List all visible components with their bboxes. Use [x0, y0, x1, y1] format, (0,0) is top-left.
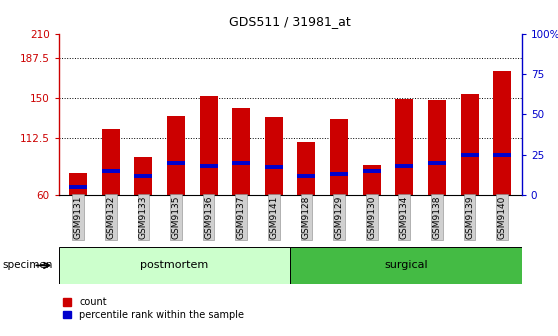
Bar	[396, 99, 413, 195]
Bar	[363, 169, 381, 173]
Text: GSM9132: GSM9132	[106, 196, 116, 239]
Bar	[167, 161, 185, 165]
Bar	[297, 173, 315, 177]
Bar	[59, 247, 290, 284]
Text: GDS511 / 31981_at: GDS511 / 31981_at	[229, 15, 351, 28]
Bar	[102, 129, 120, 195]
Bar	[460, 94, 479, 195]
Bar	[200, 164, 218, 168]
Text: surgical: surgical	[384, 260, 428, 270]
Bar	[428, 100, 446, 195]
Bar	[167, 116, 185, 195]
Bar	[493, 71, 511, 195]
Text: GSM9128: GSM9128	[302, 196, 311, 239]
Bar	[428, 161, 446, 165]
Text: GSM9134: GSM9134	[400, 196, 409, 239]
Bar	[232, 161, 250, 165]
Text: specimen: specimen	[3, 260, 53, 270]
Text: GSM9136: GSM9136	[204, 196, 213, 239]
Bar	[396, 164, 413, 168]
Text: GSM9131: GSM9131	[74, 196, 83, 239]
Text: GSM9133: GSM9133	[139, 196, 148, 239]
Text: GSM9141: GSM9141	[270, 196, 278, 239]
Bar	[265, 118, 283, 195]
Bar	[232, 108, 250, 195]
Text: postmortem: postmortem	[140, 260, 209, 270]
Text: GSM9130: GSM9130	[367, 196, 376, 239]
Bar	[69, 185, 87, 189]
Bar	[493, 153, 511, 157]
Text: GSM9139: GSM9139	[465, 196, 474, 239]
Text: GSM9140: GSM9140	[498, 196, 507, 239]
Bar	[297, 142, 315, 195]
Bar	[69, 173, 87, 195]
Bar	[363, 165, 381, 195]
Text: GSM9138: GSM9138	[432, 196, 441, 239]
Bar	[134, 157, 152, 195]
Bar	[102, 169, 120, 173]
Bar	[290, 247, 522, 284]
Bar	[330, 119, 348, 195]
Text: GSM9135: GSM9135	[171, 196, 180, 239]
Text: GSM9137: GSM9137	[237, 196, 246, 239]
Bar	[265, 165, 283, 169]
Legend: count, percentile rank within the sample: count, percentile rank within the sample	[64, 297, 244, 320]
Bar	[200, 96, 218, 195]
Bar	[134, 173, 152, 177]
Text: GSM9129: GSM9129	[335, 196, 344, 239]
Bar	[460, 153, 479, 157]
Bar	[330, 172, 348, 176]
